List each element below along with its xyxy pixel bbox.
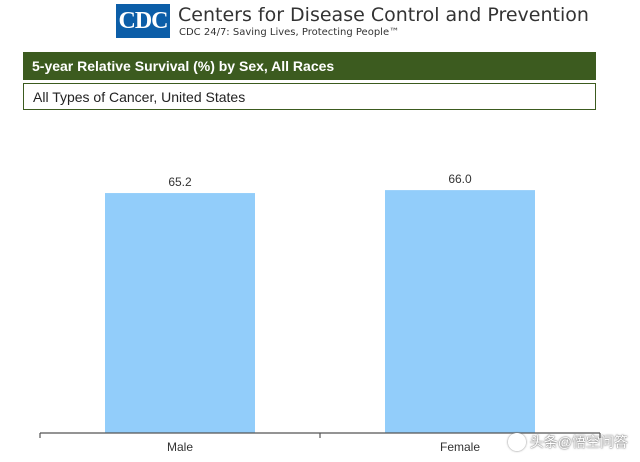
chart-subtitle: All Types of Cancer, United States xyxy=(23,83,596,110)
watermark: 头条@悟空问答 xyxy=(507,432,628,452)
watermark-logo-icon xyxy=(507,433,526,451)
bar-male xyxy=(105,193,255,433)
organization-tagline: CDC 24/7: Saving Lives, Protecting Peopl… xyxy=(179,27,400,38)
x-tick-label-female: Female xyxy=(440,440,480,454)
data-label-female: 66.0 xyxy=(448,172,472,186)
cdc-logo-mark: CDC xyxy=(116,4,170,38)
watermark-text: 头条@悟空问答 xyxy=(529,434,628,450)
chart-title: 5-year Relative Survival (%) by Sex, All… xyxy=(23,52,596,80)
organization-name: Centers for Disease Control and Preventi… xyxy=(178,4,589,26)
bar-female xyxy=(385,190,535,433)
data-label-male: 65.2 xyxy=(168,175,192,189)
x-tick-label-male: Male xyxy=(167,440,193,454)
